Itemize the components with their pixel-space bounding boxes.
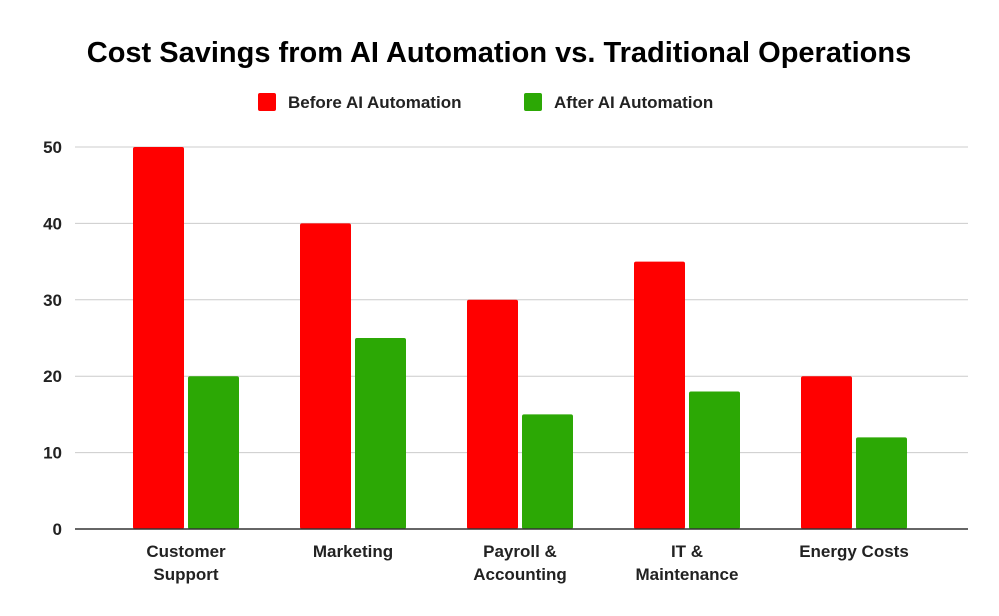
y-tick-label: 20 [43, 367, 62, 386]
bar-before [801, 376, 852, 529]
y-tick-label: 40 [43, 214, 62, 233]
legend-swatch [524, 93, 542, 111]
legend: Before AI Automation After AI Automation [258, 93, 713, 112]
x-category-label: Payroll & [483, 542, 557, 561]
y-tick-label: 10 [43, 444, 62, 463]
x-category-label: Accounting [473, 565, 567, 584]
x-category-label: Customer [146, 542, 226, 561]
x-axis-categories: Customer Support Marketing Payroll & Account… [146, 542, 908, 584]
y-tick-label: 0 [53, 520, 62, 539]
y-tick-label: 50 [43, 138, 62, 157]
legend-label: Before AI Automation [288, 93, 461, 112]
x-category-label: Marketing [313, 542, 393, 561]
bar-before [634, 261, 685, 529]
x-category-label: Maintenance [636, 565, 739, 584]
y-tick-label: 30 [43, 291, 62, 310]
bar-after [856, 437, 907, 529]
x-category-label: Support [153, 565, 218, 584]
x-category-label: Energy Costs [799, 542, 909, 561]
bars [133, 147, 907, 529]
bar-after [188, 376, 239, 529]
legend-swatch [258, 93, 276, 111]
bar-after [522, 414, 573, 529]
bar-before [133, 147, 184, 529]
bar-after [355, 338, 406, 529]
legend-label: After AI Automation [554, 93, 713, 112]
chart-title: Cost Savings from AI Automation vs. Trad… [87, 37, 911, 69]
y-axis-ticks: 0 10 20 30 40 50 [43, 138, 62, 539]
bar-before [467, 299, 518, 529]
bar-after [689, 391, 740, 529]
bar-before [300, 223, 351, 529]
x-category-label: IT & [671, 542, 703, 561]
